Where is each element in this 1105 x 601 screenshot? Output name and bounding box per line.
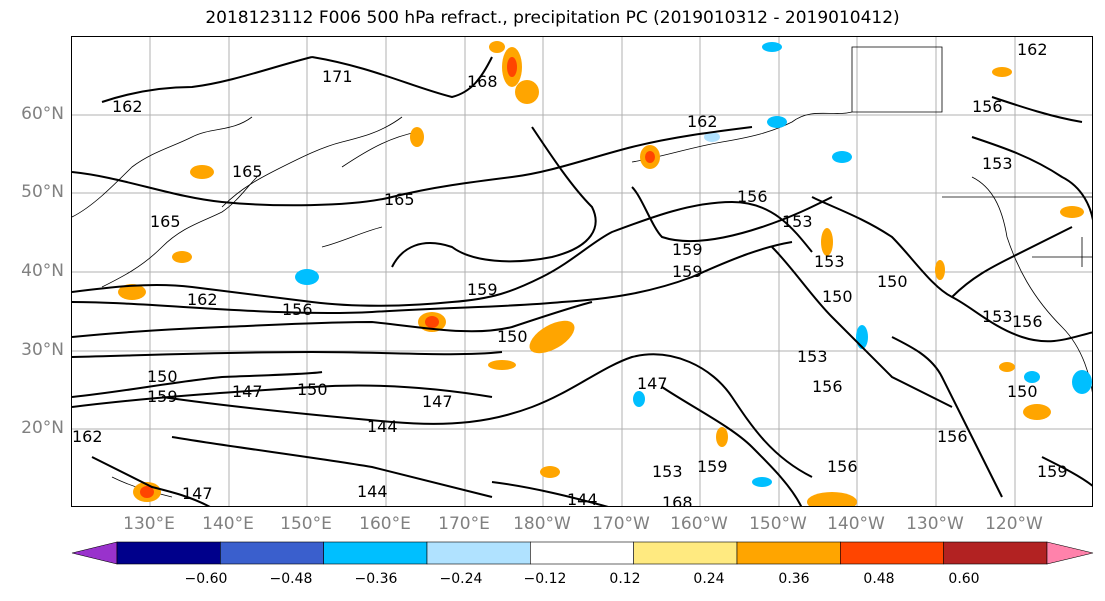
contour-label: 159: [672, 240, 703, 259]
lat-label-30n: 30°N: [21, 340, 64, 360]
contour-label: 162: [112, 97, 143, 116]
colorbar-tick: −0.60: [184, 571, 228, 587]
contour-label: 153: [782, 212, 813, 231]
colorbar-extend-high: [1046, 541, 1094, 565]
colorbar-segment: [426, 541, 531, 565]
contour-label: 159: [1037, 462, 1068, 481]
contour-label: 159: [147, 387, 178, 406]
lon-label-150w: 150°W: [749, 514, 807, 534]
colorbar-segment: [530, 541, 634, 565]
colorbar-tick: 0.60: [948, 571, 980, 587]
colorbar-extend-low: [71, 541, 118, 565]
title-bar: 2018123112 F006 500 hPa refract., precip…: [0, 0, 1105, 30]
colorbar-tick: 0.12: [609, 571, 641, 587]
colorbar-segment: [736, 541, 841, 565]
contour-label: 147: [182, 484, 213, 503]
contour-label: 159: [672, 262, 703, 281]
colorbar-tick: −0.12: [523, 571, 567, 587]
contour-label: 159: [697, 457, 728, 476]
precip-positive: [118, 41, 1084, 506]
contour-label: 150: [1007, 382, 1038, 401]
lon-label-170w: 170°W: [592, 514, 650, 534]
contour-label: 162: [72, 427, 103, 446]
contour-label: 156: [937, 427, 968, 446]
contour-label: 147: [422, 392, 453, 411]
contour-label: 165: [232, 162, 263, 181]
colorbar-segment: [220, 541, 324, 565]
contour-label: 159: [467, 280, 498, 299]
lon-label-130e: 130°E: [123, 514, 175, 534]
map-canvas: 162 171 168 165 162 162 165 159 156 156 …: [72, 37, 1092, 507]
contour-label: 156: [737, 187, 768, 206]
lon-label-160e: 160°E: [359, 514, 411, 534]
contour-label: 162: [187, 290, 218, 309]
contour-label: 168: [662, 493, 693, 507]
contour-label: 168: [467, 72, 498, 91]
contour-label: 162: [687, 112, 718, 131]
contour-label: 150: [297, 380, 328, 399]
colorbar-tick: −0.48: [269, 571, 313, 587]
contour-label: 147: [232, 382, 263, 401]
contour-label: 156: [827, 457, 858, 476]
contour-label: 144: [567, 490, 598, 507]
lon-label-140w: 140°W: [827, 514, 885, 534]
map-title: 2018123112 F006 500 hPa refract., precip…: [205, 8, 900, 28]
contour-label: 150: [822, 287, 853, 306]
colorbar-tick: 0.24: [693, 571, 725, 587]
contour-label: 150: [497, 327, 528, 346]
refractivity-contours: [72, 56, 1092, 506]
colorbar-segment: [943, 541, 1048, 565]
contour-labels: 162 171 168 165 162 162 165 159 156 156 …: [72, 40, 1068, 507]
contour-label: 153: [652, 462, 683, 481]
contour-label: 153: [814, 252, 845, 271]
contour-label: 153: [797, 347, 828, 366]
lon-label-160w: 160°W: [670, 514, 728, 534]
colorbar-segment: [840, 541, 944, 565]
contour-label: 156: [1012, 312, 1043, 331]
contour-label: 165: [150, 212, 181, 231]
contour-label: 156: [282, 300, 313, 319]
lon-label-120w: 120°W: [985, 514, 1043, 534]
colorbar-tick: 0.48: [863, 571, 895, 587]
contour-label: 156: [972, 97, 1003, 116]
contour-label: 150: [877, 272, 908, 291]
lon-label-140e: 140°E: [202, 514, 254, 534]
contour-label: 162: [1017, 40, 1048, 59]
contour-label: 147: [637, 374, 668, 393]
contour-label: 156: [812, 377, 843, 396]
colorbar-tick: −0.24: [439, 571, 483, 587]
lon-label-170e: 170°E: [438, 514, 490, 534]
contour-label: 165: [384, 190, 415, 209]
lat-label-20n: 20°N: [21, 418, 64, 438]
colorbar-segment: [323, 541, 428, 565]
lat-label-50n: 50°N: [21, 182, 64, 202]
lon-label-180w: 180°W: [513, 514, 571, 534]
contour-label: 144: [357, 482, 388, 501]
contour-label: 153: [982, 154, 1013, 173]
contour-label: 171: [322, 67, 353, 86]
colorbar-tick: −0.36: [354, 571, 398, 587]
coastlines: [72, 46, 1092, 498]
colorbar-segment: [633, 541, 738, 565]
lon-label-150e: 150°E: [280, 514, 332, 534]
colorbar-segment: [116, 541, 221, 565]
lat-label-60n: 60°N: [21, 104, 64, 124]
map-panel: 162 171 168 165 162 162 165 159 156 156 …: [71, 36, 1093, 507]
contour-label: 150: [147, 367, 178, 386]
lat-label-40n: 40°N: [21, 261, 64, 281]
lon-label-130w: 130°W: [906, 514, 964, 534]
contour-label: 153: [982, 307, 1013, 326]
contour-label: 144: [367, 417, 398, 436]
colorbar-tick: 0.36: [778, 571, 810, 587]
colorbar: [71, 541, 1094, 565]
